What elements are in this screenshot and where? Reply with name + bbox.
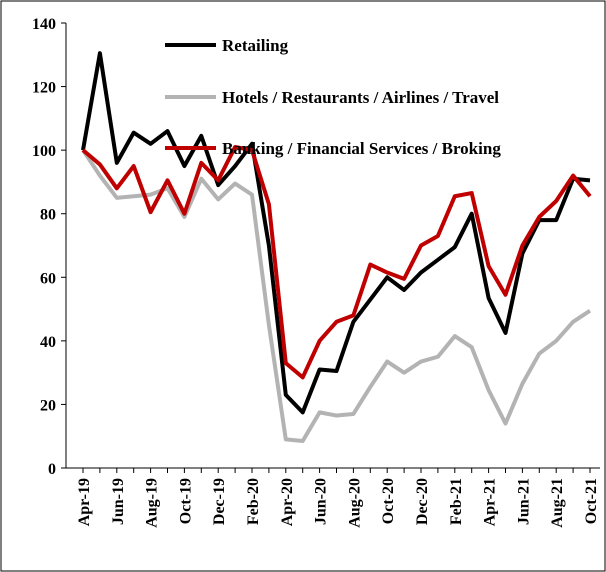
legend-label: Hotels / Restaurants / Airlines / Travel — [222, 88, 500, 107]
x-tick-label: Aug-21 — [549, 478, 566, 528]
x-tick-label: Aug-19 — [144, 478, 161, 528]
x-tick-label: Apr-21 — [482, 478, 499, 526]
y-tick-label: 0 — [48, 461, 56, 478]
legend-label: Retailing — [222, 36, 289, 55]
series-line — [81, 144, 592, 380]
x-tick-label: Jun-21 — [515, 478, 532, 525]
x-tick-label: Oct-21 — [583, 478, 600, 524]
y-tick-label: 100 — [32, 143, 56, 160]
x-tick-label: Dec-20 — [414, 478, 431, 525]
legend-label: Banking / Financial Services / Broking — [222, 139, 501, 158]
x-tick-label: Jun-19 — [110, 478, 127, 525]
y-tick-label: 60 — [40, 270, 56, 287]
y-tick-label: 120 — [32, 80, 56, 97]
x-tick-label: Jun-20 — [313, 478, 330, 525]
y-tick-label: 80 — [40, 207, 56, 224]
y-tick-label: 40 — [40, 334, 56, 351]
x-tick-label: Aug-20 — [346, 478, 363, 528]
x-tick-label: Dec-19 — [211, 478, 228, 525]
x-tick-label: Feb-20 — [245, 478, 262, 525]
x-tick-label: Oct-20 — [380, 478, 397, 524]
series-line — [81, 149, 592, 443]
x-tick-label: Apr-20 — [279, 478, 296, 526]
x-tick-label: Oct-19 — [177, 478, 194, 524]
series-line — [81, 51, 591, 415]
y-tick-label: 140 — [32, 16, 56, 33]
y-tick-label: 20 — [40, 397, 56, 414]
x-tick-label: Apr-19 — [76, 478, 93, 526]
x-tick-label: Feb-21 — [448, 478, 465, 525]
